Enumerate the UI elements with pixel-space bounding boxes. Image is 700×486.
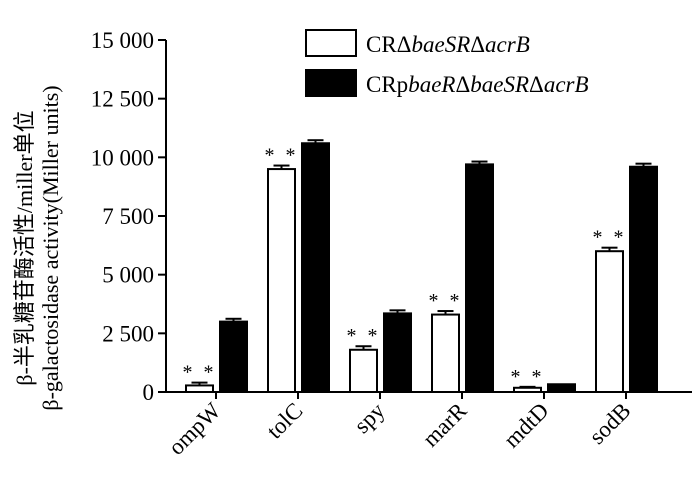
y-tick-label: 7 500 [102, 204, 154, 229]
bars: * * * * * * * * * * * * [183, 139, 658, 394]
y-tick-label: 12 500 [91, 87, 154, 112]
x-tick-label: tolC [262, 398, 308, 444]
bar-mutant-spy [349, 348, 378, 394]
significance-marker: * * [265, 145, 299, 167]
bar-mutant-tolC [267, 168, 296, 393]
x-tick-label: spy [349, 398, 390, 439]
bar-complemented-ompW [219, 320, 248, 394]
y-tick-label: 5 000 [102, 263, 154, 288]
y-tick-label: 10 000 [91, 145, 154, 170]
x-axis-tick-labels: ompW tolC spy marR mdtD sodB [164, 397, 636, 459]
bar-mutant-sodB [595, 250, 624, 393]
significance-marker: * * [511, 366, 545, 388]
legend-label: CRpbaeRΔbaeSRΔacrB [366, 72, 589, 97]
bar-mutant-mdtD [513, 386, 542, 394]
bar-complemented-mdtD [547, 383, 576, 394]
x-tick-label: marR [418, 397, 472, 451]
x-tick-label: mdtD [499, 398, 554, 453]
legend: CRΔbaeSRΔacrB CRpbaeRΔbaeSRΔacrB [305, 29, 589, 97]
bar-mutant-ompW [185, 384, 214, 393]
bar-complemented-sodB [629, 165, 658, 393]
y-tick-label: 0 [143, 380, 155, 405]
y-axis-title: β-半乳糖苷酶活性/miller单位 β-galactosidase activ… [12, 85, 63, 410]
x-tick-label: ompW [164, 398, 226, 460]
y-tick-label: 2 500 [102, 321, 154, 346]
bar-complemented-spy [383, 312, 412, 393]
y-axis-title-en: β-galactosidase activity(Miller units) [38, 85, 63, 410]
legend-swatch [305, 69, 357, 97]
x-tick-label: sodB [584, 398, 635, 449]
axes: 0 2 500 5 000 7 500 10 000 12 500 15 000 [91, 28, 692, 405]
bar-complemented-marR [465, 163, 494, 393]
bar-mutant-marR [431, 313, 460, 393]
significance-marker: * * [593, 227, 627, 249]
significance-marker: * * [183, 362, 217, 384]
y-axis-title-cn: β-半乳糖苷酶活性/miller单位 [12, 110, 37, 385]
legend-label: CRΔbaeSRΔacrB [366, 32, 530, 57]
significance-marker: * * [347, 325, 381, 347]
significance-marker: * * [429, 290, 463, 312]
legend-swatch [305, 29, 357, 57]
y-tick-label: 15 000 [91, 28, 154, 53]
bar-complemented-tolC [301, 142, 330, 393]
